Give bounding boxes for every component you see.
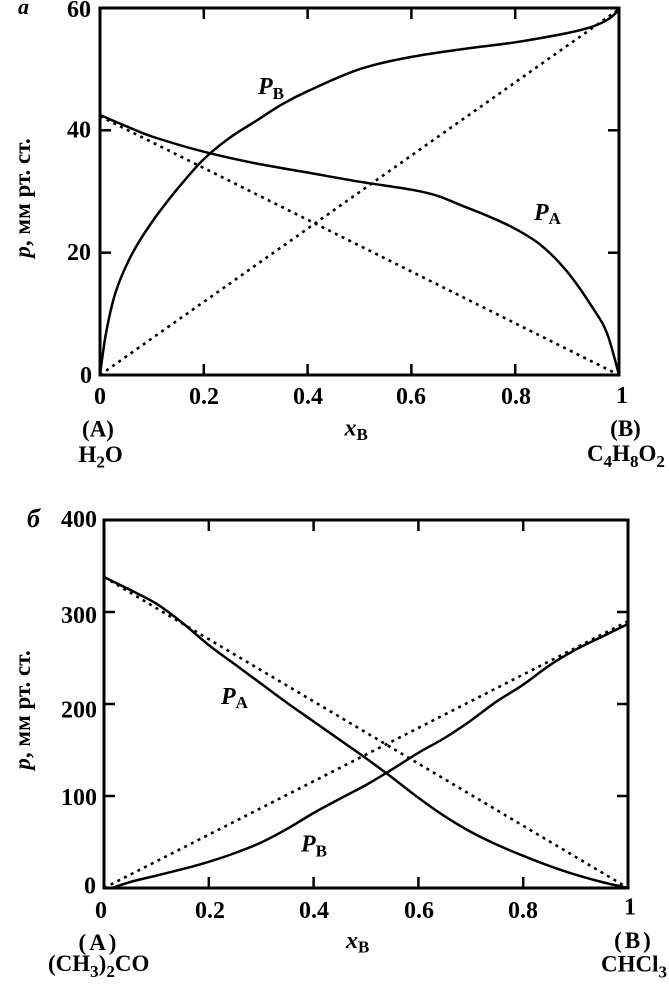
svg-text:0.8: 0.8	[501, 384, 531, 410]
svg-text:(B): (B)	[614, 928, 654, 953]
svg-text:p, мм рт. ст.: p, мм рт. ст.	[10, 138, 35, 259]
svg-text:0.4: 0.4	[293, 384, 323, 410]
svg-text:1: 1	[616, 383, 628, 409]
svg-text:(B): (B)	[610, 416, 641, 441]
svg-text:200: 200	[61, 698, 97, 724]
svg-text:0: 0	[80, 363, 92, 389]
svg-text:а: а	[18, 0, 29, 19]
svg-text:C4H8O2: C4H8O2	[587, 441, 665, 471]
svg-text:xB: xB	[345, 928, 369, 957]
svg-text:xB: xB	[344, 416, 368, 445]
svg-text:40: 40	[67, 118, 91, 144]
svg-text:300: 300	[61, 603, 97, 629]
svg-text:PA: PA	[533, 200, 562, 228]
svg-text:0.6: 0.6	[404, 898, 434, 924]
svg-text:0.2: 0.2	[189, 384, 219, 410]
svg-text:0.2: 0.2	[195, 898, 225, 924]
svg-text:H2O: H2O	[79, 442, 123, 472]
svg-text:0.4: 0.4	[299, 898, 329, 924]
svg-text:PB: PB	[300, 832, 327, 861]
svg-text:PB: PB	[257, 74, 284, 103]
svg-text:400: 400	[61, 507, 97, 533]
svg-text:100: 100	[61, 785, 97, 811]
svg-text:б: б	[27, 504, 41, 533]
svg-text:(A): (A)	[79, 930, 120, 955]
svg-text:0: 0	[94, 384, 106, 410]
svg-text:(CH3)2CO: (CH3)2CO	[48, 951, 149, 981]
svg-text:20: 20	[67, 240, 91, 266]
svg-text:0: 0	[95, 898, 107, 924]
svg-text:60: 60	[67, 0, 91, 23]
svg-text:CHCl3: CHCl3	[601, 952, 667, 982]
svg-text:(A): (A)	[82, 417, 114, 442]
svg-text:0.6: 0.6	[396, 384, 426, 410]
svg-text:PA: PA	[220, 684, 249, 712]
svg-text:p, мм рт. ст.: p, мм рт. ст.	[10, 650, 35, 771]
svg-text:1: 1	[624, 895, 636, 921]
svg-text:0.8: 0.8	[508, 898, 538, 924]
svg-text:0: 0	[84, 874, 96, 900]
